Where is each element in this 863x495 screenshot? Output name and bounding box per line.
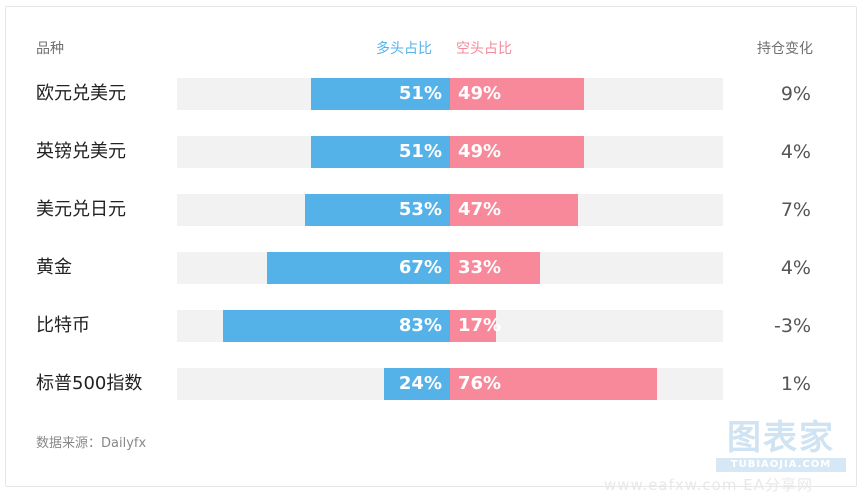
long-ratio-label: 67%	[398, 257, 442, 278]
category-label: 美元兑日元	[36, 199, 126, 220]
long-ratio-bar	[384, 368, 450, 400]
short-ratio-bar	[450, 252, 541, 284]
category-label: 比特币	[36, 315, 90, 336]
data-source: 数据来源：Dailyfx	[36, 436, 147, 451]
short-ratio-label: 76%	[458, 373, 502, 394]
long-ratio-bar	[267, 252, 450, 284]
position-change-value: 4%	[780, 141, 811, 163]
short-ratio-bar	[450, 368, 658, 400]
chart-row: 欧元兑美元 51% 49% 9%	[0, 78, 863, 110]
position-change-value: 7%	[780, 199, 811, 221]
long-ratio-label: 24%	[398, 373, 442, 394]
long-ratio-bar	[223, 310, 450, 342]
long-ratio-bar	[310, 78, 450, 110]
short-ratio-bar	[450, 310, 497, 342]
chart-row: 黄金 67% 33% 4%	[0, 252, 863, 284]
category-label: 黄金	[36, 257, 72, 278]
logo-main-text: 图表家	[727, 418, 835, 458]
chart-row: 英镑兑美元 51% 49% 4%	[0, 136, 863, 168]
position-change-value: -3%	[774, 315, 811, 337]
long-ratio-label: 83%	[398, 315, 442, 336]
short-ratio-bar	[450, 194, 579, 226]
chart-row: 美元兑日元 53% 47% 7%	[0, 194, 863, 226]
long-ratio-label: 53%	[398, 199, 442, 220]
position-change-value: 1%	[780, 373, 811, 395]
tubiaojia-logo: 图表家 TUBIAOJIA.COM	[716, 418, 846, 474]
logo-sub-text: TUBIAOJIA.COM	[716, 458, 846, 472]
category-label: 英镑兑美元	[36, 141, 126, 162]
category-label: 欧元兑美元	[36, 83, 126, 104]
header-short-ratio: 空头占比	[456, 41, 512, 57]
chart-row: 比特币 83% 17% -3%	[0, 310, 863, 342]
short-ratio-label: 47%	[458, 199, 502, 220]
short-ratio-label: 17%	[458, 315, 502, 336]
category-label: 标普500指数	[36, 373, 143, 394]
short-ratio-label: 49%	[458, 141, 502, 162]
header-item: 品种	[36, 41, 64, 57]
position-change-value: 9%	[780, 83, 811, 105]
short-ratio-bar	[450, 136, 584, 168]
short-ratio-label: 49%	[458, 83, 502, 104]
short-ratio-label: 33%	[458, 257, 502, 278]
long-ratio-bar	[310, 136, 450, 168]
long-ratio-bar	[305, 194, 450, 226]
header-long-ratio: 多头占比	[376, 41, 432, 57]
watermark: www.eafxw.com EA分享网	[604, 476, 813, 494]
chart-row: 标普500指数 24% 76% 1%	[0, 368, 863, 400]
long-ratio-label: 51%	[398, 141, 442, 162]
position-change-value: 4%	[780, 257, 811, 279]
long-ratio-label: 51%	[398, 83, 442, 104]
short-ratio-bar	[450, 78, 584, 110]
header-position-change: 持仓变化	[757, 41, 813, 57]
